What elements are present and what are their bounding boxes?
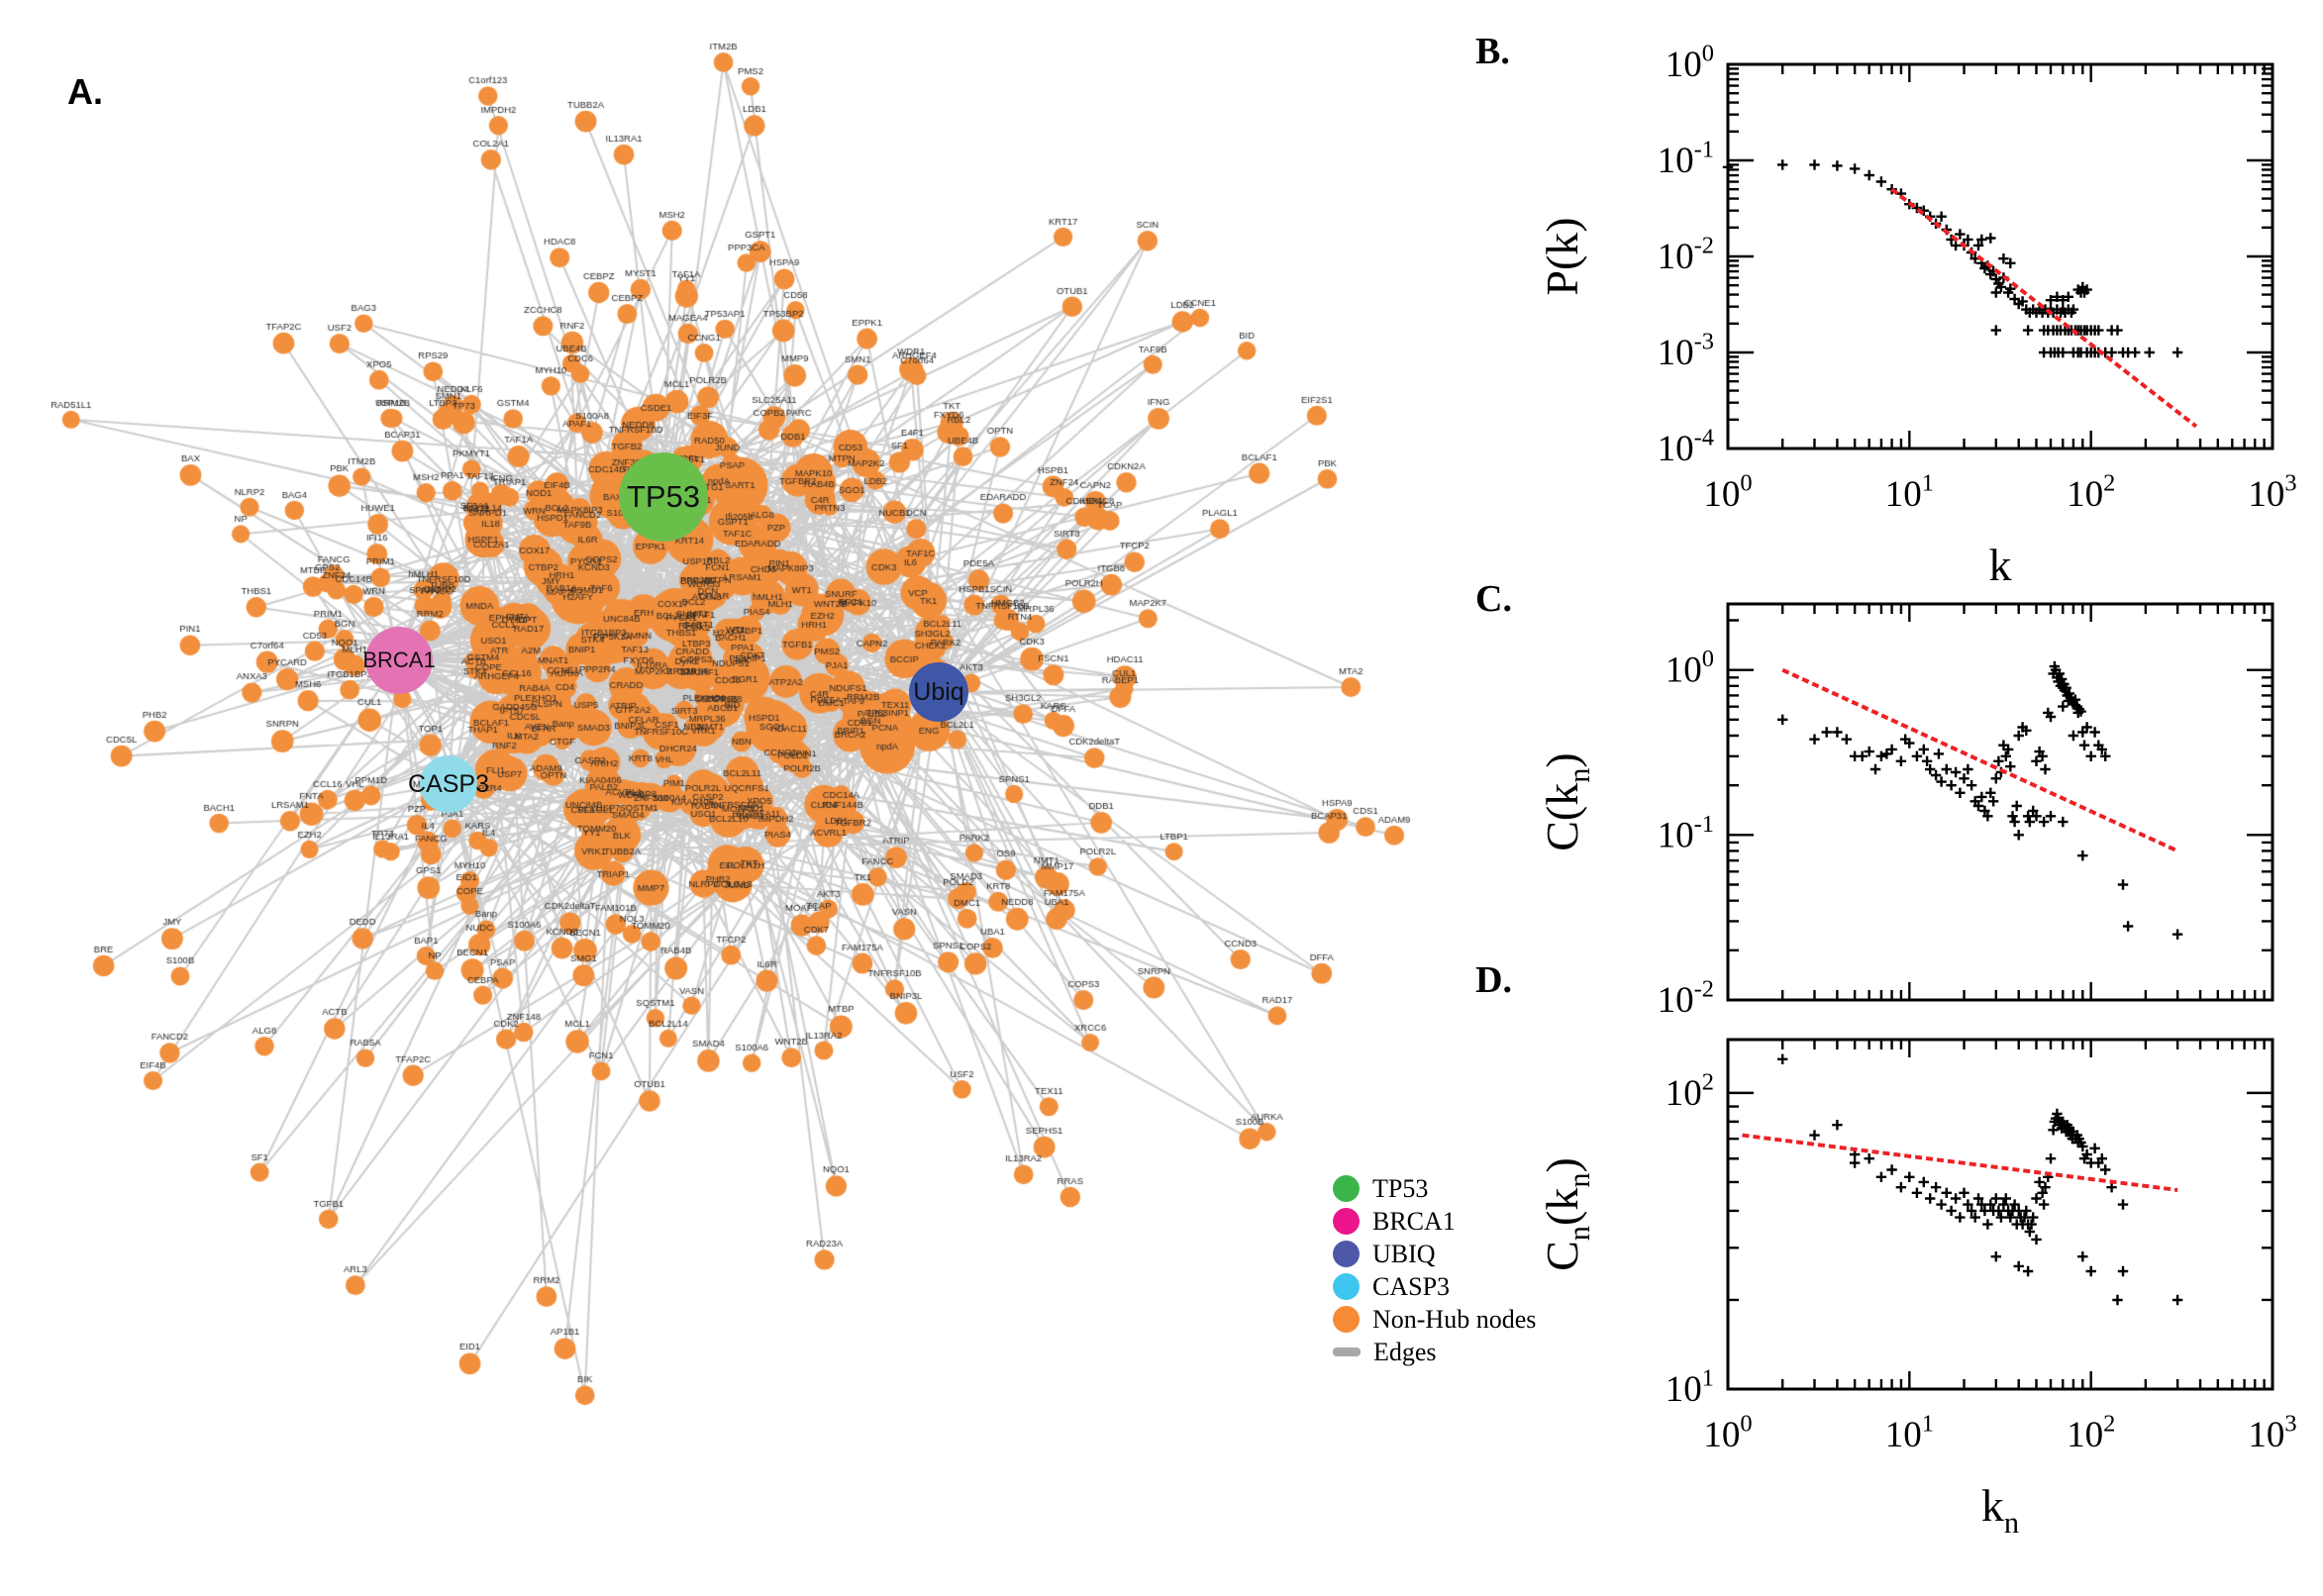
legend-label: CASP3 [1372, 1271, 1451, 1301]
scatter-points [1722, 159, 2183, 358]
legend-item-tp53: TP53 [1333, 1172, 1536, 1205]
y-tick-label: 10-2 [1658, 233, 1714, 278]
x-tick-label: 100 [1703, 1411, 1752, 1456]
y-axis-label: Cn(kn) [1537, 1157, 1596, 1271]
legend-dot-tp53 [1333, 1175, 1360, 1202]
scatter-points [1777, 1053, 2183, 1306]
legend-label: TP53 [1372, 1173, 1429, 1203]
legend-label: Non-Hub nodes [1372, 1304, 1537, 1334]
plot-b: 100 101 102 103 100 10-1 10-2 10-3 10-4 k P(k) [1537, 41, 2297, 591]
fit-line [1890, 187, 2198, 429]
x-tick-label: 102 [2067, 1411, 2115, 1456]
y-tick-label: 101 [1666, 1365, 1714, 1411]
x-axis-label: k [1989, 540, 2012, 590]
hub-node-brca1: BRCA1 [362, 627, 436, 694]
legend-item-brca1: BRCA1 [1333, 1205, 1536, 1238]
plots-svg: 100 101 102 10310010-110-210-310-4kP(k)1001… [1537, 41, 2297, 1541]
legend-item-edges: Edges [1333, 1336, 1536, 1368]
y-tick-label: 10-1 [1658, 137, 1714, 182]
x-axis-label: kn [1981, 1480, 2019, 1540]
legend-label: UBIQ [1372, 1239, 1436, 1268]
fit-line [1742, 1133, 2178, 1192]
x-tick-label: 101 [1885, 1411, 1934, 1456]
legend-item-ubiq: UBIQ [1333, 1238, 1536, 1270]
hub-node-ubiq: Ubiq [909, 662, 968, 722]
panel-d-label: D. [1475, 959, 1512, 1001]
y-tick-label: 100 [1666, 646, 1714, 691]
x-tick-label: 101 [1885, 470, 1934, 516]
panel-b-label: B. [1475, 31, 1510, 72]
scatter-points [1777, 660, 2183, 940]
legend-item-casp3: CASP3 [1333, 1270, 1536, 1303]
legend-item-nonhub: Non-Hub nodes [1333, 1303, 1536, 1336]
fit-line [1781, 667, 2178, 853]
network-graph [0, 0, 1446, 1596]
y-tick-label: 100 [1666, 41, 1714, 86]
y-tick-label: 10-2 [1658, 976, 1714, 1022]
hub-node-casp3: CASP3 [408, 755, 489, 813]
axes-frame [1726, 1038, 2274, 1391]
axes-frame [1726, 602, 2274, 1002]
x-tick-label: 103 [2248, 470, 2296, 516]
legend-edge-swatch [1333, 1347, 1361, 1356]
axes-frame [1726, 62, 2274, 450]
y-tick-label: 10-3 [1658, 329, 1714, 374]
legend-dot-ubiq [1333, 1241, 1360, 1267]
hub-node-tp53: TP53 [619, 452, 708, 542]
x-tick-label: 103 [2248, 1411, 2296, 1456]
legend-label: BRCA1 [1372, 1206, 1456, 1236]
legend-label: Edges [1373, 1337, 1437, 1366]
plot-c: 100 10-1 10-2 C(kn) [1537, 602, 2274, 1022]
y-tick-label: 102 [1666, 1068, 1714, 1114]
y-axis-label: C(kn) [1537, 752, 1596, 851]
x-tick-label: 100 [1703, 470, 1752, 516]
legend-dot-brca1 [1333, 1208, 1360, 1235]
network-legend: TP53 BRCA1 UBIQ CASP3 Non-Hub nodes Edges [1333, 1172, 1536, 1368]
legend-dot-nonhub [1333, 1306, 1360, 1333]
y-tick-label: 10-1 [1658, 811, 1714, 856]
axis-ticks [1726, 1040, 2274, 1391]
x-tick-label: 102 [2067, 470, 2115, 516]
panel-c-label: C. [1475, 578, 1512, 620]
legend-dot-casp3 [1333, 1273, 1360, 1300]
axis-ticks [1726, 62, 2274, 450]
y-axis-label: P(k) [1537, 217, 1587, 295]
axis-ticks [1726, 604, 2274, 1002]
y-tick-label: 10-4 [1658, 425, 1714, 470]
